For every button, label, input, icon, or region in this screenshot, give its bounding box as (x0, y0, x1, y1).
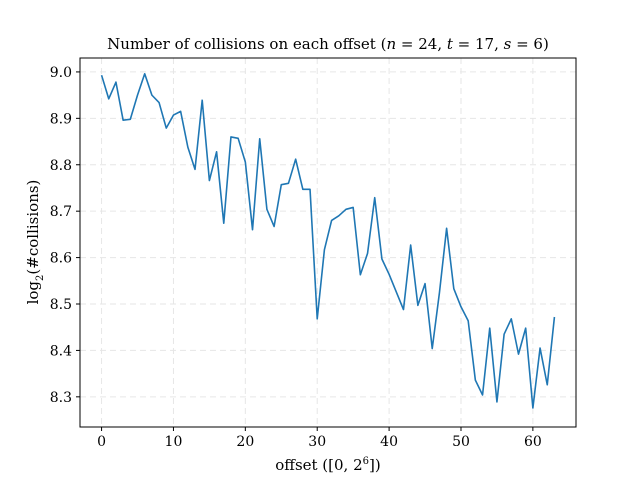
x-tick-label: 40 (380, 434, 398, 450)
y-tick-label: 8.9 (50, 111, 72, 127)
y-tick-label: 8.8 (50, 158, 72, 174)
x-tick-label: 60 (524, 434, 542, 450)
plot-frame (79, 57, 577, 428)
grid-lines (80, 58, 576, 427)
series-line (100, 72, 556, 409)
y-tick-label: 8.4 (50, 343, 72, 359)
y-tick-label: 8.3 (50, 390, 72, 406)
x-tick-label: 10 (165, 434, 183, 450)
y-tick-label: 8.7 (50, 204, 72, 220)
chart-title: Number of collisions on each offset (n =… (107, 35, 549, 53)
y-tick-label: 9.0 (50, 65, 72, 81)
x-tick-label: 30 (308, 434, 326, 450)
y-tick-label: 8.6 (50, 251, 72, 267)
y-axis-label: log2(#collisions) (24, 180, 46, 305)
x-tick-label: 50 (452, 434, 470, 450)
y-tick-label: 8.5 (50, 297, 72, 313)
axis-ticks: 0 10 20 30 40 50 60 8.3 8.4 8.5 8.6 8.7 8.8 8.9 9.0 (50, 65, 542, 450)
x-tick-label: 20 (236, 434, 254, 450)
x-tick-label: 0 (97, 434, 106, 450)
x-axis-label: offset ([0, 26]) (275, 456, 380, 474)
